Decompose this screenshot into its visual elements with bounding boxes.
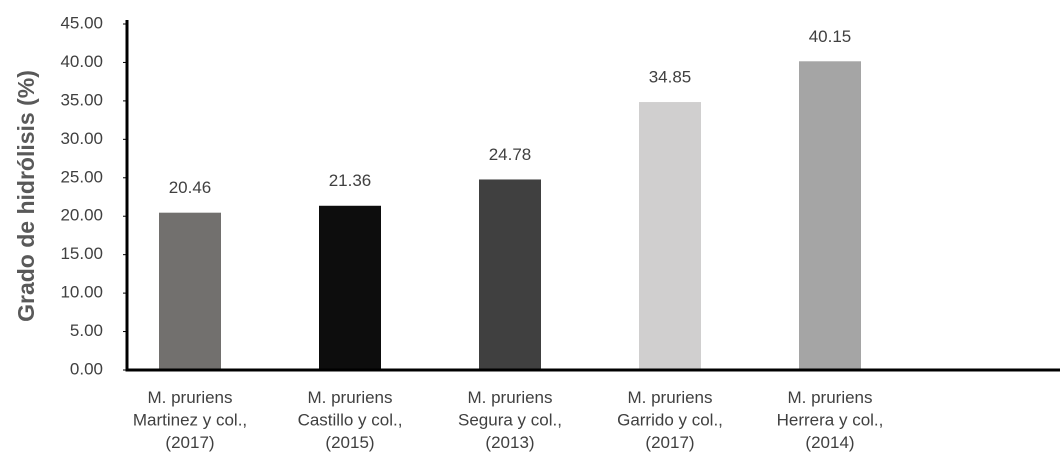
x-tick-label: M. pruriens Herrera y col., (2014) <box>777 388 884 452</box>
x-tick-line: Garrido y col., <box>617 411 723 430</box>
data-label: 34.85 <box>649 68 692 87</box>
y-tick-label: 20.00 <box>60 206 103 225</box>
y-tick-label: 30.00 <box>60 129 103 148</box>
bar <box>159 212 221 370</box>
data-label: 24.78 <box>489 145 532 164</box>
x-tick-line: M. pruriens <box>307 388 392 407</box>
data-label: 20.46 <box>169 178 212 197</box>
y-tick-label: 0.00 <box>70 359 103 378</box>
x-tick-label: M. pruriens Martinez y col., (2017) <box>133 388 247 452</box>
x-tick-line: Herrera y col., <box>777 411 884 430</box>
x-tick-line: (2013) <box>485 433 534 452</box>
x-tick-line: (2017) <box>165 433 214 452</box>
x-tick-line: Castillo y col., <box>298 411 403 430</box>
bar <box>319 205 381 370</box>
x-tick-line: M. pruriens <box>787 388 872 407</box>
x-tick-line: Martinez y col., <box>133 411 247 430</box>
x-tick-label: M. pruriens Castillo y col., (2015) <box>298 388 403 452</box>
x-tick-line: M. pruriens <box>627 388 712 407</box>
y-tick-label: 10.00 <box>60 283 103 302</box>
x-tick-line: (2015) <box>325 433 374 452</box>
bar <box>799 61 861 371</box>
y-tick-label: 45.00 <box>60 13 103 32</box>
x-tick-line: (2017) <box>645 433 694 452</box>
y-tick-label: 35.00 <box>60 90 103 109</box>
y-tick-label: 25.00 <box>60 167 103 186</box>
x-tick-line: M. pruriens <box>147 388 232 407</box>
y-tick-label: 15.00 <box>60 244 103 263</box>
data-label: 40.15 <box>809 27 852 46</box>
x-tick-label: M. pruriens Garrido y col., (2017) <box>617 388 723 452</box>
y-axis-label: Grado de hidrólisis (%) <box>13 70 39 322</box>
y-tick-label: 40.00 <box>60 52 103 71</box>
x-tick-line: (2014) <box>805 433 854 452</box>
x-tick-line: M. pruriens <box>467 388 552 407</box>
data-label: 21.36 <box>329 171 372 190</box>
bar <box>639 102 701 370</box>
x-tick-label: M. pruriens Segura y col., (2013) <box>458 388 562 452</box>
bar <box>479 179 541 370</box>
x-tick-line: Segura y col., <box>458 411 562 430</box>
y-tick-label: 5.00 <box>70 321 103 340</box>
